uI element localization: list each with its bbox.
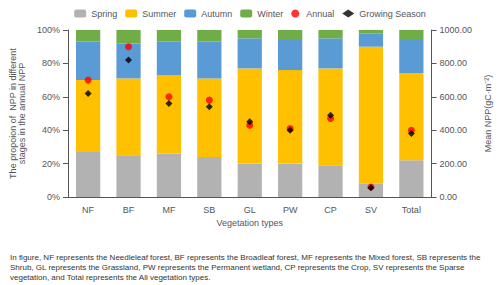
svg-text:800.00: 800.00 [440, 58, 468, 68]
svg-text:Growing Season: Growing Season [359, 9, 426, 19]
svg-text:CP: CP [324, 205, 337, 215]
svg-text:40%: 40% [42, 125, 60, 135]
svg-text:Shrub, GL represents the Grass: Shrub, GL represents the Grassland, PW r… [10, 263, 467, 272]
svg-text:SV: SV [365, 205, 377, 215]
svg-text:200.00: 200.00 [440, 159, 468, 169]
svg-text:vegetation, and Total represen: vegetation, and Total represents the All… [10, 273, 210, 282]
svg-text:Mean NPP(gC·m⁻²): Mean NPP(gC·m⁻²) [483, 75, 493, 153]
svg-text:80%: 80% [42, 58, 60, 68]
svg-text:0%: 0% [47, 192, 60, 202]
svg-text:BF: BF [123, 205, 135, 215]
svg-text:60%: 60% [42, 92, 60, 102]
svg-text:Annual: Annual [306, 9, 334, 19]
svg-text:Spring: Spring [91, 9, 117, 19]
svg-text:Vegetation types: Vegetation types [216, 218, 283, 228]
svg-text:1000.00: 1000.00 [440, 25, 473, 35]
svg-text:SB: SB [203, 205, 215, 215]
svg-text:600.00: 600.00 [440, 92, 468, 102]
svg-text:20%: 20% [42, 159, 60, 169]
svg-text:Total: Total [402, 205, 421, 215]
svg-text:In figure, NF represents the N: In figure, NF represents the Needleleaf … [10, 253, 483, 262]
svg-text:GL: GL [244, 205, 256, 215]
svg-text:400.00: 400.00 [440, 125, 468, 135]
svg-text:NF: NF [82, 205, 94, 215]
svg-text:MF: MF [162, 205, 175, 215]
svg-text:0.00: 0.00 [440, 192, 458, 202]
svg-text:100%: 100% [37, 25, 60, 35]
svg-text:Autumn: Autumn [201, 9, 232, 19]
svg-text:The propoion of NPP in differe: The propoion of NPP in different [7, 48, 18, 179]
svg-text:PW: PW [283, 205, 298, 215]
svg-text:Summer: Summer [142, 9, 176, 19]
svg-text:stages in the annual NPP: stages in the annual NPP [17, 63, 27, 165]
svg-text:Winter: Winter [257, 9, 283, 19]
